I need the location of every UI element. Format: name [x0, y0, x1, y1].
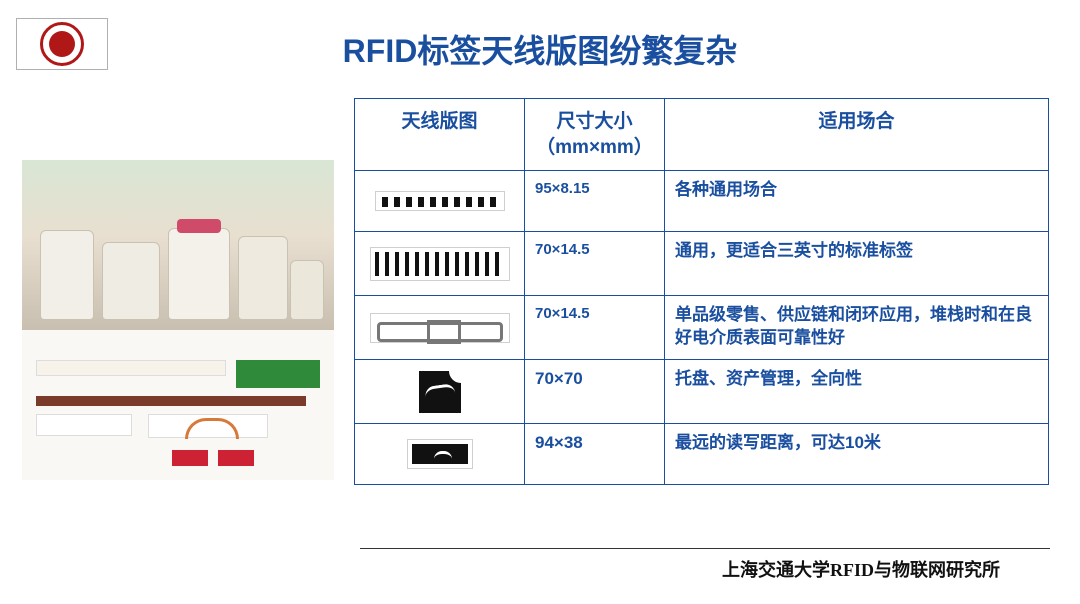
- usage-cell: 单品级零售、供应链和闭环应用，堆栈时和在良好电介质表面可靠性好: [665, 296, 1049, 360]
- dimension-cell: 95×8.15: [525, 171, 665, 232]
- antenna-table: 天线版图 尺寸大小 （mm×mm） 适用场合 95×8.15 各种通用场合 70…: [354, 98, 1049, 485]
- antenna-cell: [355, 171, 525, 232]
- antenna-cell: [355, 232, 525, 296]
- antenna-cell: [355, 360, 525, 424]
- page-title: RFID标签天线版图纷繁复杂: [343, 26, 738, 72]
- footer-text: 上海交通大学RFID与物联网研究所: [722, 556, 1000, 582]
- table-row: 70×14.5 通用，更适合三英寸的标准标签: [355, 232, 1049, 296]
- col-header-antenna: 天线版图: [355, 99, 525, 171]
- usage-cell: 通用，更适合三英寸的标准标签: [665, 232, 1049, 296]
- footer-divider: [360, 548, 1050, 549]
- dimension-cell: 70×14.5: [525, 296, 665, 360]
- usage-cell: 托盘、资产管理，全向性: [665, 360, 1049, 424]
- table-row: 95×8.15 各种通用场合: [355, 171, 1049, 232]
- antenna-icon: [419, 371, 461, 413]
- usage-cell: 最远的读写距离，可达10米: [665, 424, 1049, 485]
- dimension-cell: 70×14.5: [525, 232, 665, 296]
- antenna-icon: [408, 440, 472, 468]
- col-header-dimension: 尺寸大小 （mm×mm）: [525, 99, 665, 171]
- col-header-usage: 适用场合: [665, 99, 1049, 171]
- rfid-tags-photo: [22, 330, 334, 480]
- table-row: 94×38 最远的读写距离，可达10米: [355, 424, 1049, 485]
- dimension-cell: 94×38: [525, 424, 665, 485]
- antenna-icon: [375, 191, 505, 211]
- antenna-cell: [355, 296, 525, 360]
- university-logo: [16, 18, 108, 70]
- rfid-rolls-photo: [22, 160, 334, 330]
- dimension-cell: 70×70: [525, 360, 665, 424]
- gear-icon: [49, 31, 75, 57]
- table-header-row: 天线版图 尺寸大小 （mm×mm） 适用场合: [355, 99, 1049, 171]
- table-row: 70×70 托盘、资产管理，全向性: [355, 360, 1049, 424]
- antenna-icon: [370, 313, 510, 343]
- dim-header-l1: 尺寸大小: [556, 111, 632, 132]
- antenna-cell: [355, 424, 525, 485]
- table-row: 70×14.5 单品级零售、供应链和闭环应用，堆栈时和在良好电介质表面可靠性好: [355, 296, 1049, 360]
- antenna-icon: [370, 247, 510, 281]
- dim-header-l2: （mm×mm）: [536, 137, 653, 158]
- seal-ring: [40, 22, 84, 66]
- usage-cell: 各种通用场合: [665, 171, 1049, 232]
- side-photos: [22, 160, 334, 480]
